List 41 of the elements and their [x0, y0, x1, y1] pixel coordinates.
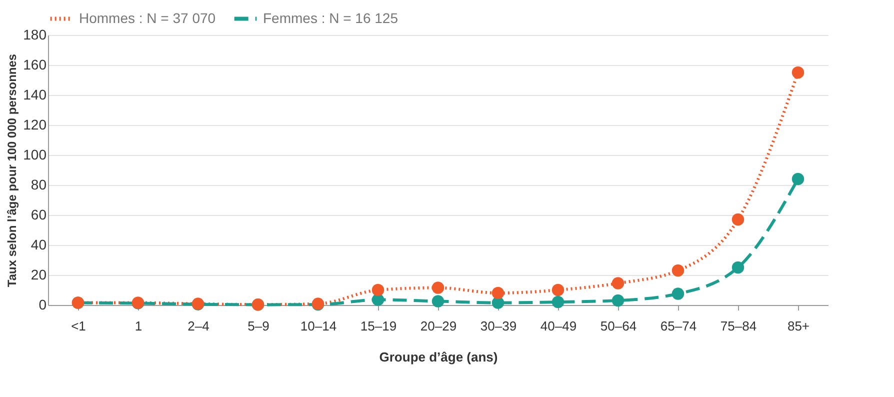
point: [552, 284, 564, 296]
x-tick-label: 5–9: [248, 318, 270, 334]
point: [792, 172, 804, 186]
y-tick-label: 100: [23, 146, 47, 162]
point: [372, 284, 384, 296]
x-tick-label: 40–49: [540, 318, 577, 334]
x-tick-label: 65–74: [660, 318, 697, 334]
y-tick-label: 40: [30, 236, 47, 252]
x-tick-label: 15–19: [360, 318, 397, 334]
point: [432, 282, 444, 294]
y-tick-label: 0: [38, 296, 47, 312]
x-axis-title: Groupe d’âge (ans): [379, 350, 498, 364]
x-tick-label: 50–64: [600, 318, 637, 334]
y-tick-label: 20: [30, 266, 47, 282]
x-tick-label: 10–14: [300, 318, 337, 334]
y-axis-title: Taux selon l’âge pour 100 000 personnes: [5, 54, 20, 288]
point: [432, 295, 444, 308]
x-tick-label: <1: [71, 318, 86, 334]
point: [492, 286, 504, 300]
legend-label: Hommes : N = 37 070: [79, 10, 216, 26]
y-tick-label: 60: [30, 206, 47, 222]
x-tick-label: 2–4: [188, 318, 210, 334]
point: [672, 288, 684, 300]
point: [552, 296, 564, 308]
x-tick-label: 1: [134, 318, 142, 334]
y-tick-label: 140: [23, 86, 47, 102]
x-tick-label: 20–29: [420, 318, 457, 334]
x-tick-label: 75–84: [720, 318, 757, 334]
x-tick-label: 85+: [787, 318, 810, 334]
y-tick-label: 80: [30, 176, 47, 192]
point: [732, 213, 744, 226]
point: [612, 294, 624, 307]
point: [732, 261, 744, 274]
point: [672, 264, 684, 277]
x-tick-label: 30–39: [480, 318, 517, 334]
y-tick-label: 180: [23, 26, 47, 42]
point: [612, 277, 624, 290]
legend-label: Femmes : N = 16 125: [263, 10, 398, 26]
point: [792, 66, 804, 79]
y-tick-label: 160: [23, 56, 47, 72]
y-tick-label: 120: [23, 116, 47, 132]
